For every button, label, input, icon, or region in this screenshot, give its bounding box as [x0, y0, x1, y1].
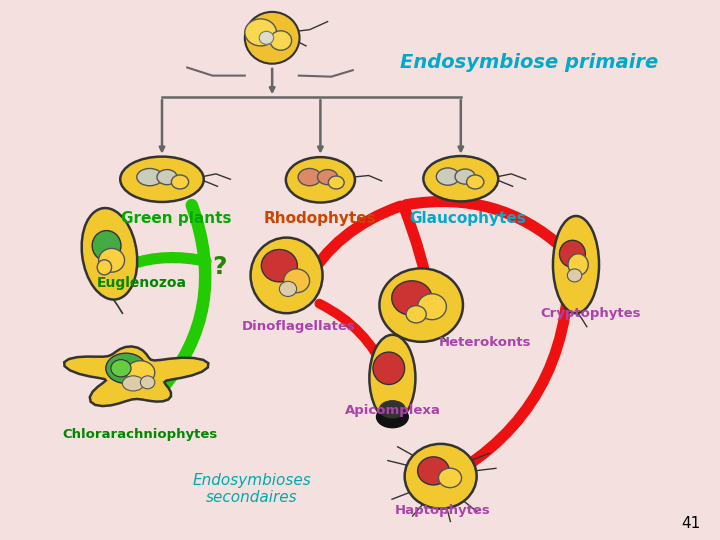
- Ellipse shape: [467, 175, 484, 189]
- Ellipse shape: [245, 12, 300, 64]
- Ellipse shape: [455, 169, 475, 184]
- Ellipse shape: [126, 361, 155, 384]
- Ellipse shape: [245, 19, 276, 46]
- Ellipse shape: [568, 254, 588, 275]
- Text: Apicomplexa: Apicomplexa: [344, 404, 441, 417]
- Text: ?: ?: [212, 255, 227, 279]
- Text: Heterokonts: Heterokonts: [439, 336, 531, 349]
- Ellipse shape: [436, 168, 459, 185]
- Text: Glaucophytes: Glaucophytes: [410, 211, 526, 226]
- Ellipse shape: [379, 268, 463, 342]
- Text: Euglenozoa: Euglenozoa: [97, 276, 187, 291]
- Text: Cryptophytes: Cryptophytes: [540, 307, 641, 320]
- Ellipse shape: [122, 376, 144, 391]
- Ellipse shape: [405, 444, 477, 509]
- Text: Dinoflagellates: Dinoflagellates: [242, 320, 356, 333]
- Ellipse shape: [81, 208, 138, 300]
- Ellipse shape: [279, 281, 297, 296]
- Text: Endosymbioses
secondaires: Endosymbioses secondaires: [193, 472, 311, 505]
- Ellipse shape: [418, 457, 449, 485]
- Ellipse shape: [261, 249, 297, 282]
- Ellipse shape: [423, 156, 498, 201]
- Ellipse shape: [318, 170, 338, 185]
- Ellipse shape: [120, 157, 204, 202]
- Ellipse shape: [559, 240, 585, 267]
- Ellipse shape: [379, 401, 405, 418]
- Ellipse shape: [99, 248, 125, 272]
- Ellipse shape: [284, 269, 310, 293]
- Ellipse shape: [392, 281, 432, 315]
- Ellipse shape: [140, 376, 155, 389]
- Ellipse shape: [286, 157, 355, 202]
- Ellipse shape: [328, 176, 344, 189]
- Ellipse shape: [259, 31, 274, 44]
- Ellipse shape: [377, 406, 408, 428]
- Ellipse shape: [369, 335, 415, 421]
- Text: Chlorarachniophytes: Chlorarachniophytes: [63, 428, 218, 441]
- Ellipse shape: [406, 306, 426, 323]
- Ellipse shape: [418, 294, 446, 320]
- Ellipse shape: [157, 170, 177, 185]
- Ellipse shape: [298, 168, 321, 186]
- Ellipse shape: [251, 238, 323, 313]
- Ellipse shape: [553, 216, 599, 313]
- Ellipse shape: [438, 468, 462, 488]
- Ellipse shape: [270, 31, 292, 50]
- Polygon shape: [64, 347, 208, 406]
- Ellipse shape: [373, 352, 405, 384]
- Ellipse shape: [106, 353, 146, 383]
- Text: Endosymbiose primaire: Endosymbiose primaire: [400, 52, 658, 72]
- Ellipse shape: [567, 269, 582, 282]
- Text: Rhodophytes: Rhodophytes: [264, 211, 377, 226]
- Ellipse shape: [137, 168, 163, 186]
- Ellipse shape: [111, 360, 131, 377]
- Text: Green plants: Green plants: [121, 211, 232, 226]
- Ellipse shape: [171, 175, 189, 189]
- Ellipse shape: [97, 260, 112, 275]
- Ellipse shape: [92, 231, 121, 261]
- Text: 41: 41: [682, 516, 701, 531]
- Text: Haptophytes: Haptophytes: [395, 504, 490, 517]
